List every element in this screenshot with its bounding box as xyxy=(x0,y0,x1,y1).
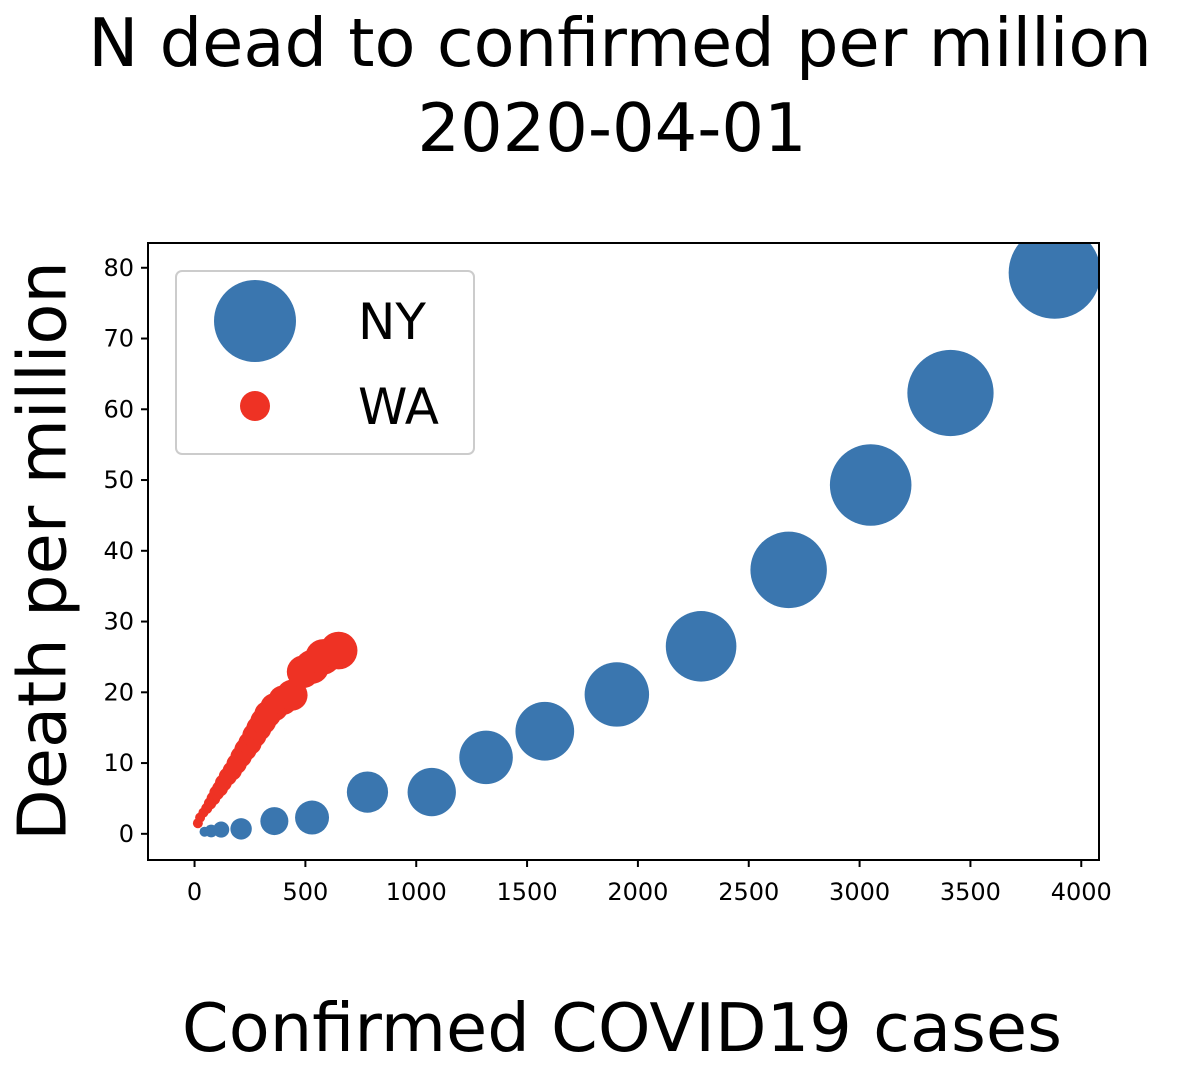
x-tick-label: 1000 xyxy=(386,878,447,906)
data-point-ny xyxy=(750,531,827,609)
y-tick-label: 50 xyxy=(103,466,134,494)
plot-markers xyxy=(192,243,1099,840)
data-point-ny xyxy=(829,444,912,526)
y-tick-label: 40 xyxy=(103,537,134,565)
y-tick-label: 10 xyxy=(103,749,134,777)
y-tick-label: 60 xyxy=(103,395,134,423)
y-tick-label: 70 xyxy=(103,325,134,353)
x-tick-label: 4000 xyxy=(1051,878,1112,906)
x-tick-label: 0 xyxy=(187,878,202,906)
data-point-ny xyxy=(230,818,252,840)
data-point-ny xyxy=(407,767,456,817)
data-point-ny xyxy=(295,800,330,835)
chart-subtitle-date: 2020-04-01 xyxy=(417,89,807,167)
data-point-ny xyxy=(459,730,513,785)
data-point-ny xyxy=(213,821,230,838)
data-point-ny xyxy=(584,662,650,727)
x-tick-label: 2500 xyxy=(718,878,779,906)
legend-marker-wa xyxy=(240,391,270,421)
legend: NY WA xyxy=(175,270,475,455)
y-tick-label: 0 xyxy=(119,820,134,848)
data-point-ny xyxy=(260,807,289,836)
data-point-ny xyxy=(665,611,737,682)
data-point-ny xyxy=(515,701,575,761)
x-axis-label: Confirmed COVID19 cases xyxy=(181,989,1063,1067)
axis-ticks: 0 500 1000 1500 2000 2500 3000 3500 4000 0 10 20 30 4… xyxy=(103,254,1111,906)
x-tick-label: 500 xyxy=(282,878,328,906)
y-tick-label: 80 xyxy=(103,254,134,282)
x-tick-label: 3000 xyxy=(829,878,890,906)
data-point-ny xyxy=(1008,243,1099,319)
legend-label-wa: WA xyxy=(358,378,439,436)
data-point-ny xyxy=(346,771,389,813)
y-tick-label: 20 xyxy=(103,678,134,706)
data-point-ny xyxy=(907,349,994,437)
x-tick-label: 3500 xyxy=(940,878,1001,906)
data-point-wa xyxy=(319,631,358,670)
x-tick-label: 2000 xyxy=(607,878,668,906)
y-tick-label: 30 xyxy=(103,608,134,636)
legend-marker-ny xyxy=(214,280,296,362)
chart-title: N dead to confirmed per million xyxy=(88,4,1152,82)
legend-label-ny: NY xyxy=(358,293,426,351)
x-tick-label: 1500 xyxy=(497,878,558,906)
